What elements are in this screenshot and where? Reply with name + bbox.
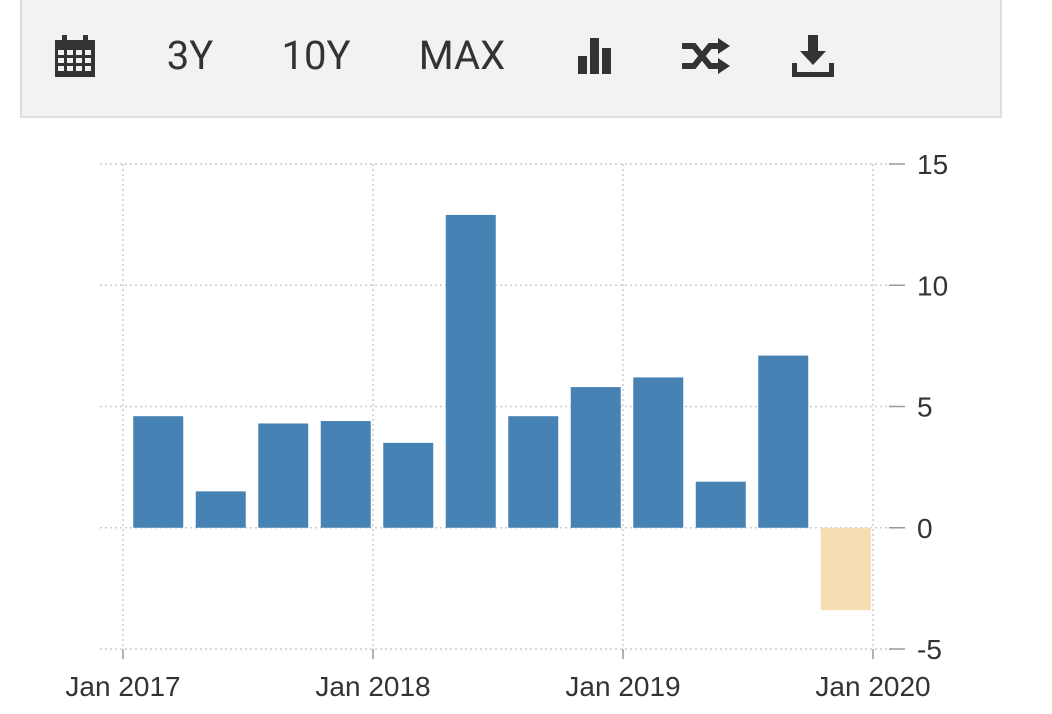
bar	[258, 423, 309, 528]
calendar-icon[interactable]	[52, 34, 98, 78]
bar	[758, 355, 809, 528]
bar	[445, 214, 496, 528]
download-icon[interactable]	[790, 34, 836, 78]
bar	[570, 387, 621, 528]
bar	[195, 491, 246, 528]
bar	[383, 442, 434, 528]
bar	[695, 481, 746, 528]
chart-toolbar: 3Y 10Y MAX	[20, 0, 1002, 118]
y-tick-label: -5	[917, 634, 942, 665]
bar	[633, 377, 684, 528]
bar	[820, 527, 871, 611]
bar	[320, 421, 371, 528]
x-tick-label: Jan 2017	[65, 671, 180, 702]
chart-area: 15 10 5 0 -5 Jan 2017 Jan 2018 Jan 2019 Jan 2020	[0, 120, 1052, 714]
bar-chart-icon[interactable]	[574, 34, 618, 78]
bar	[508, 416, 559, 528]
range-10y-button[interactable]: 10Y	[281, 32, 351, 79]
x-tick-label: Jan 2019	[565, 671, 680, 702]
y-tick-label: 0	[917, 513, 933, 544]
shuffle-icon[interactable]	[678, 34, 734, 78]
range-max-button[interactable]: MAX	[418, 32, 506, 79]
bar	[133, 416, 184, 528]
y-tick-label: 15	[917, 149, 948, 180]
y-tick-label: 5	[917, 392, 933, 423]
x-tick-label: Jan 2020	[815, 671, 930, 702]
bar-chart: 15 10 5 0 -5 Jan 2017 Jan 2018 Jan 2019 Jan 2020	[65, 149, 948, 702]
range-3y-button[interactable]: 3Y	[166, 32, 214, 79]
y-tick-label: 10	[917, 270, 948, 301]
x-tick-label: Jan 2018	[315, 671, 430, 702]
